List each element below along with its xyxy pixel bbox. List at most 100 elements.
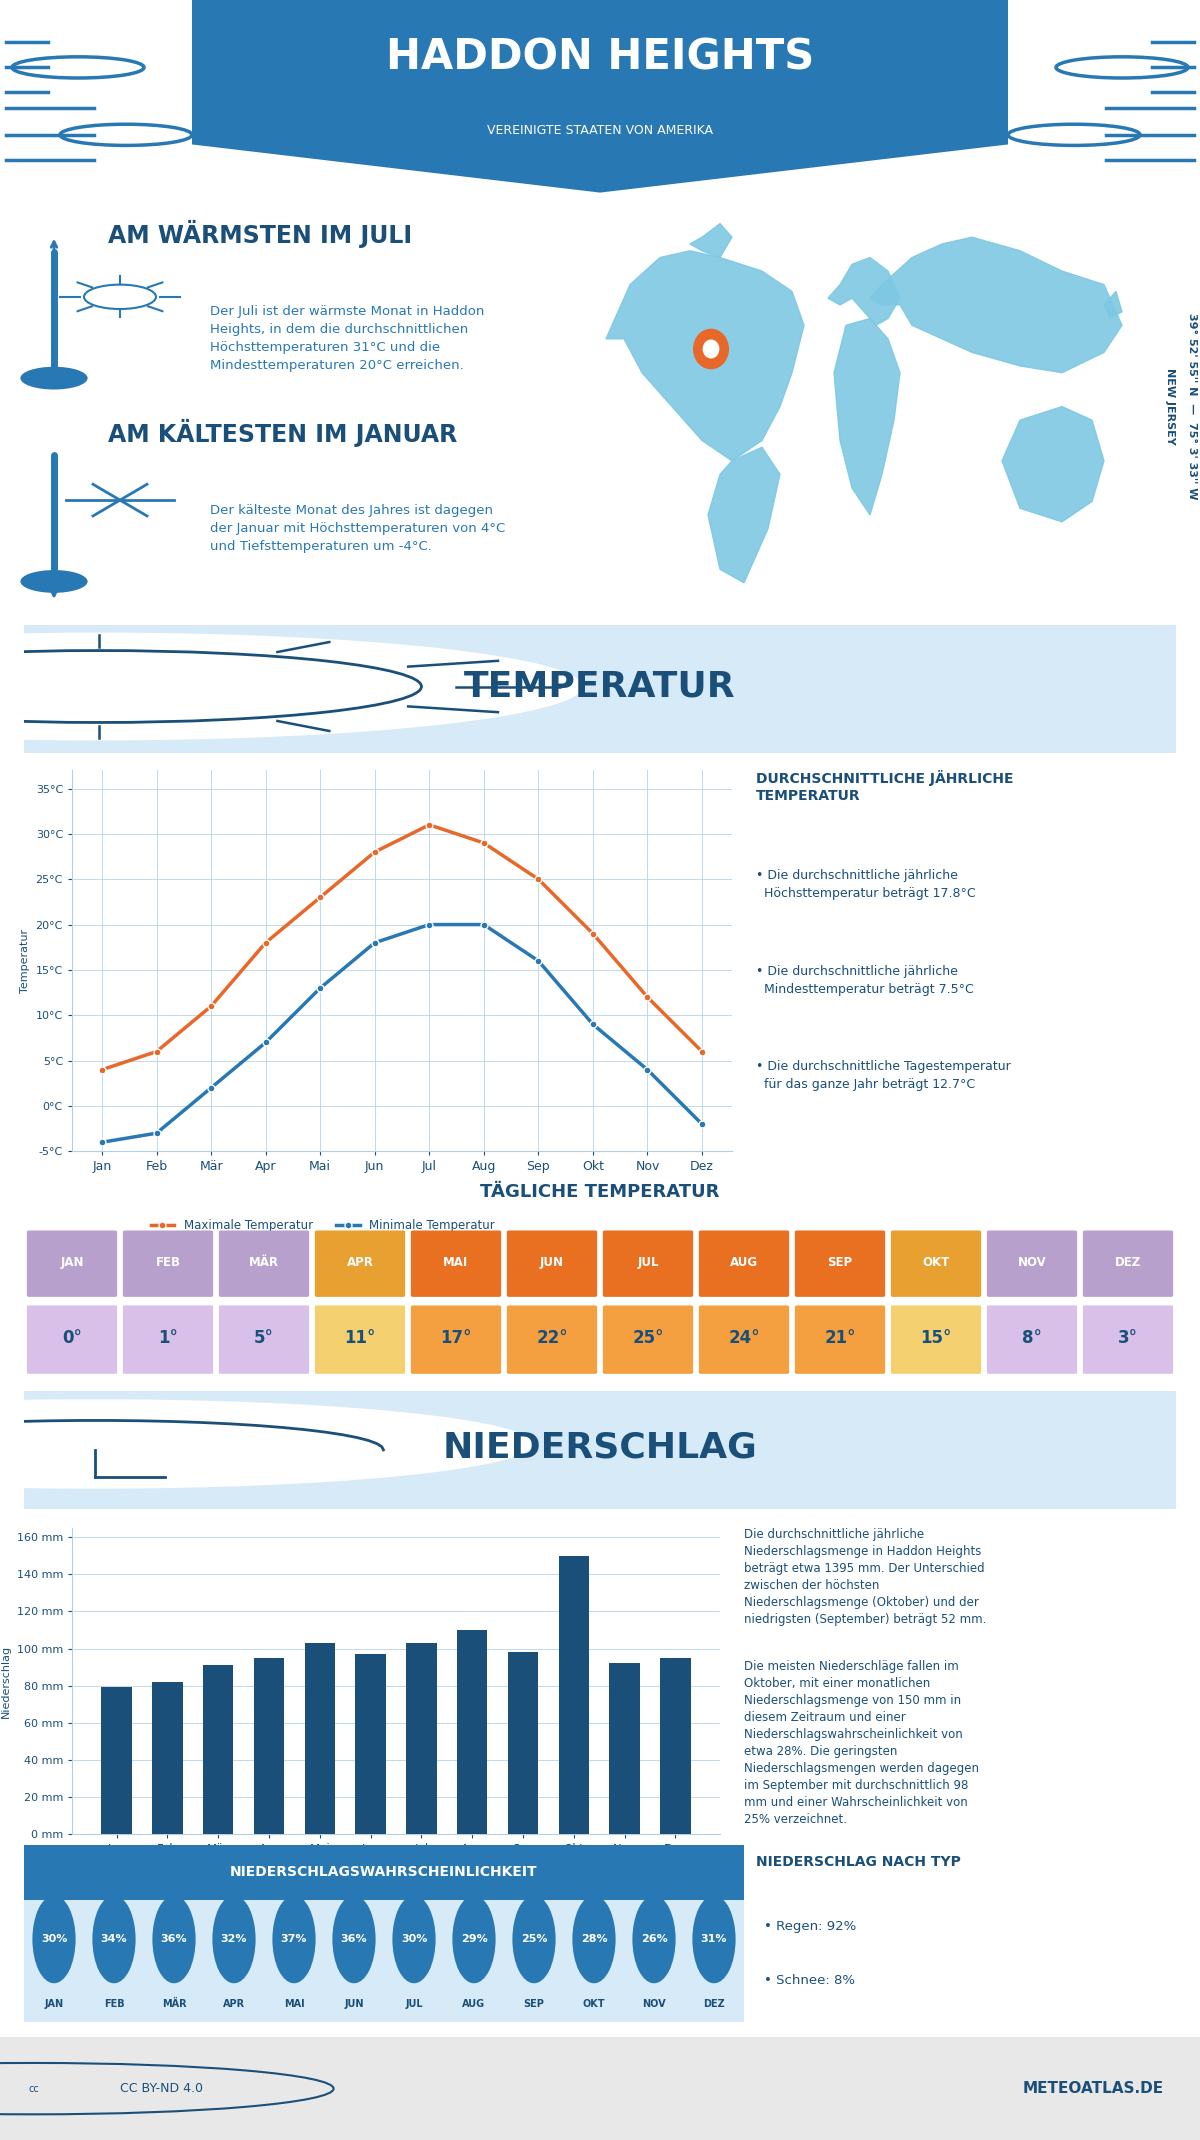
- Text: AUG: AUG: [462, 1999, 486, 2009]
- Text: 28%: 28%: [581, 1935, 607, 1945]
- Maximale Temperatur: [476, 830, 491, 856]
- FancyBboxPatch shape: [10, 1843, 758, 1902]
- Minimale Temperatur: [204, 1074, 218, 1100]
- FancyBboxPatch shape: [890, 1305, 982, 1374]
- Text: NOV: NOV: [642, 1999, 666, 2009]
- Maximale Temperatur: [204, 993, 218, 1019]
- Text: JAN: JAN: [60, 1256, 84, 1269]
- FancyBboxPatch shape: [0, 1387, 1200, 1513]
- Minimale Temperatur: [313, 976, 328, 1002]
- Text: Der kälteste Monat des Jahres ist dagegen
der Januar mit Höchsttemperaturen von : Der kälteste Monat des Jahres ist dagege…: [210, 505, 505, 552]
- Text: JUN: JUN: [344, 1999, 364, 2009]
- Text: HADDON HEIGHTS: HADDON HEIGHTS: [386, 36, 814, 79]
- Circle shape: [694, 330, 730, 370]
- Bar: [610, 1663, 640, 1834]
- Circle shape: [20, 569, 88, 593]
- Maximale Temperatur: [313, 884, 328, 910]
- Maximale Temperatur: [641, 984, 655, 1010]
- FancyBboxPatch shape: [794, 1305, 886, 1374]
- Bar: [457, 1631, 487, 1834]
- FancyBboxPatch shape: [794, 1230, 886, 1297]
- FancyBboxPatch shape: [506, 1230, 598, 1297]
- Minimale Temperatur: [641, 1057, 655, 1083]
- Text: NEW JERSEY: NEW JERSEY: [1165, 368, 1175, 445]
- Text: • Die durchschnittliche jährliche
  Höchsttemperatur beträgt 17.8°C: • Die durchschnittliche jährliche Höchst…: [756, 869, 976, 901]
- Minimale Temperatur: [586, 1012, 600, 1038]
- Circle shape: [632, 1896, 676, 1984]
- FancyBboxPatch shape: [506, 1305, 598, 1374]
- Text: 15°: 15°: [920, 1329, 952, 1348]
- Text: APR: APR: [347, 1256, 373, 1269]
- Circle shape: [572, 1896, 616, 1984]
- Circle shape: [32, 1896, 76, 1984]
- Text: 39° 52' 55'' N  —  75° 3' 33'' W: 39° 52' 55'' N — 75° 3' 33'' W: [1187, 312, 1196, 501]
- Text: 0°: 0°: [62, 1329, 82, 1348]
- Text: AM KÄLTESTEN IM JANUAR: AM KÄLTESTEN IM JANUAR: [108, 419, 457, 447]
- Text: • Regen: 92%: • Regen: 92%: [764, 1920, 857, 1932]
- Circle shape: [512, 1896, 556, 1984]
- Text: Die meisten Niederschläge fallen im
Oktober, mit einer monatlichen
Niederschlags: Die meisten Niederschläge fallen im Okto…: [744, 1658, 979, 1825]
- Minimale Temperatur: [149, 1121, 163, 1147]
- Text: VEREINIGTE STAATEN VON AMERIKA: VEREINIGTE STAATEN VON AMERIKA: [487, 124, 713, 137]
- Text: JUN: JUN: [540, 1256, 564, 1269]
- FancyBboxPatch shape: [698, 1230, 790, 1297]
- FancyBboxPatch shape: [314, 1230, 406, 1297]
- Text: 26%: 26%: [641, 1935, 667, 1945]
- Text: 11°: 11°: [344, 1329, 376, 1348]
- Text: JUL: JUL: [406, 1999, 422, 2009]
- Text: 24°: 24°: [728, 1329, 760, 1348]
- FancyBboxPatch shape: [698, 1305, 790, 1374]
- Line: Minimale Temperatur: Minimale Temperatur: [98, 920, 706, 1145]
- Bar: [558, 1556, 589, 1834]
- Polygon shape: [606, 250, 804, 460]
- FancyBboxPatch shape: [602, 1305, 694, 1374]
- Text: DEZ: DEZ: [703, 1999, 725, 2009]
- Circle shape: [212, 1896, 256, 1984]
- Text: NOV: NOV: [1018, 1256, 1046, 1269]
- Text: MÄR: MÄR: [162, 1999, 186, 2009]
- Text: AM WÄRMSTEN IM JULI: AM WÄRMSTEN IM JULI: [108, 220, 412, 248]
- Text: 1°: 1°: [158, 1329, 178, 1348]
- Text: 30%: 30%: [41, 1935, 67, 1945]
- Text: 36%: 36%: [161, 1935, 187, 1945]
- Text: TEMPERATUR: TEMPERATUR: [464, 670, 736, 704]
- Text: 29%: 29%: [461, 1935, 487, 1945]
- Text: FEB: FEB: [103, 1999, 125, 2009]
- Maximale Temperatur: [258, 931, 272, 957]
- FancyBboxPatch shape: [602, 1230, 694, 1297]
- Circle shape: [0, 651, 421, 723]
- Maximale Temperatur: [367, 839, 382, 865]
- Text: 5°: 5°: [254, 1329, 274, 1348]
- Maximale Temperatur: [149, 1038, 163, 1064]
- Circle shape: [703, 340, 720, 360]
- FancyBboxPatch shape: [1082, 1230, 1174, 1297]
- FancyBboxPatch shape: [0, 621, 1200, 758]
- Minimale Temperatur: [695, 1111, 709, 1136]
- Text: 34%: 34%: [101, 1935, 127, 1945]
- FancyBboxPatch shape: [122, 1230, 214, 1297]
- Bar: [305, 1644, 335, 1834]
- Circle shape: [0, 633, 583, 740]
- Legend: Niederschlagssumme: Niederschlagssumme: [233, 1892, 403, 1913]
- Text: DEZ: DEZ: [1115, 1256, 1141, 1269]
- FancyBboxPatch shape: [890, 1230, 982, 1297]
- FancyBboxPatch shape: [26, 1305, 118, 1374]
- Text: MÄR: MÄR: [250, 1256, 278, 1269]
- Text: CC BY-ND 4.0: CC BY-ND 4.0: [120, 2082, 203, 2095]
- Circle shape: [152, 1896, 196, 1984]
- Legend: Maximale Temperatur, Minimale Temperatur: Maximale Temperatur, Minimale Temperatur: [145, 1213, 500, 1237]
- Text: NIEDERSCHLAGSWAHRSCHEINLICHKEIT: NIEDERSCHLAGSWAHRSCHEINLICHKEIT: [230, 1866, 538, 1879]
- Text: • Schnee: 8%: • Schnee: 8%: [764, 1975, 856, 1988]
- Circle shape: [452, 1896, 496, 1984]
- Polygon shape: [828, 257, 900, 325]
- Maximale Temperatur: [422, 811, 437, 837]
- Text: cc: cc: [29, 2084, 38, 2093]
- FancyBboxPatch shape: [986, 1305, 1078, 1374]
- Bar: [508, 1652, 538, 1834]
- Text: JAN: JAN: [44, 1999, 64, 2009]
- Y-axis label: Niederschlag: Niederschlag: [1, 1644, 11, 1718]
- Text: Der Juli ist der wärmste Monat in Haddon
Heights, in dem die durchschnittlichen
: Der Juli ist der wärmste Monat in Haddon…: [210, 304, 485, 372]
- Text: TÄGLICHE TEMPERATUR: TÄGLICHE TEMPERATUR: [480, 1183, 720, 1201]
- FancyBboxPatch shape: [410, 1230, 502, 1297]
- Maximale Temperatur: [586, 920, 600, 946]
